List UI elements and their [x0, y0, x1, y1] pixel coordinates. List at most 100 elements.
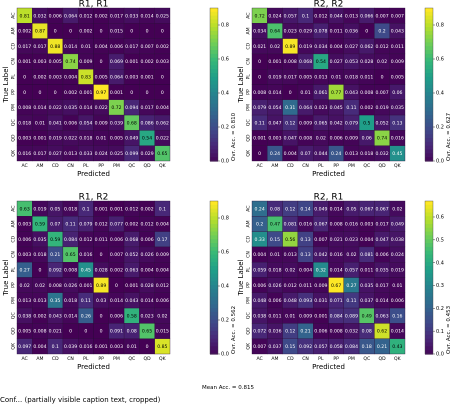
y-tick-label: QD — [246, 327, 252, 335]
cell-value: 0 — [365, 29, 368, 35]
colorbar-segment — [425, 69, 433, 74]
cell-value: 0.89 — [285, 44, 295, 50]
cell-value: 0.02 — [392, 206, 402, 212]
cell-value: 0.01 — [96, 136, 106, 142]
colorbar-segment — [210, 269, 218, 275]
cell-value: 0.06 — [362, 136, 372, 142]
colorbar-segment — [425, 227, 433, 233]
cell-value: 0.011 — [360, 74, 373, 80]
cell-value: 0 — [258, 151, 261, 157]
x-tick-label: CD — [287, 163, 294, 169]
colorbar-segment — [210, 250, 218, 256]
cell-value: 0.017 — [140, 105, 153, 111]
y-tick-label: QC — [246, 312, 252, 319]
cell-value: 0.11 — [346, 298, 356, 304]
colorbar-segment — [210, 141, 218, 147]
cell-value: 0.014 — [110, 298, 123, 304]
colorbar-segment — [210, 130, 218, 135]
y-tick-label: PL — [246, 267, 252, 273]
cell-value: 0.092 — [49, 267, 62, 273]
cell-value: 0.047 — [375, 237, 388, 243]
cell-value: 0.033 — [125, 13, 138, 19]
heatmap-panel: R1, R10.81 0.032 0.006 0.064 0.012 0.002 0.017… — [2, 0, 237, 178]
cell-value: 0.011 — [360, 267, 373, 273]
heatmap-panel: R1, R20.63 0.019 0.05 0.018 0.1 0.001 0.001 0.0… — [2, 193, 237, 372]
cell-value: 0.067 — [314, 222, 327, 228]
cell-value: 0.1 — [302, 13, 309, 19]
cell-value: 0.02 — [285, 267, 295, 273]
cell-value: 0.001 — [110, 206, 123, 212]
cell-value: 0.001 — [33, 136, 46, 142]
colorbar-segment — [425, 258, 433, 263]
cell-value: 0.006 — [110, 313, 123, 319]
cell-value: 0.002 — [64, 90, 77, 96]
colorbar-tick-label: 0.6 — [221, 57, 229, 63]
cell-value: 0.081 — [360, 252, 373, 258]
cell-value: 0.045 — [330, 105, 343, 111]
cell-value: 0.013 — [345, 151, 358, 157]
y-tick-label: AC — [246, 13, 252, 19]
cell-value: 0.77 — [331, 90, 341, 96]
colorbar-segment — [210, 153, 218, 158]
cell-value: 0.11 — [65, 222, 75, 228]
cell-value: 0.008 — [64, 267, 77, 273]
cell-value: 0.001 — [79, 283, 92, 289]
cell-value: 0.061 — [314, 90, 327, 96]
cell-value: 0.62 — [377, 329, 387, 335]
colorbar-segment — [210, 338, 218, 344]
x-axis-label: Predicted — [312, 363, 345, 371]
colorbar-tick-label: 0.8 — [221, 23, 229, 29]
colorbar-segment — [425, 308, 433, 313]
cell-value: 0.009 — [299, 120, 312, 126]
cell-value: 0.02 — [35, 283, 45, 289]
cell-value: 0.057 — [345, 267, 358, 273]
x-tick-label: AC — [257, 356, 263, 362]
colorbar-segment — [210, 15, 218, 21]
x-tick-label: QK — [394, 356, 402, 362]
y-tick-label: AC — [246, 206, 252, 212]
cell-value: 0.016 — [345, 222, 358, 228]
x-tick-label: CD — [287, 356, 294, 362]
cell-value: 0.064 — [64, 13, 77, 19]
x-tick-label: AM — [271, 356, 278, 362]
colorbar-segment — [210, 65, 218, 70]
y-tick-label: AM — [11, 220, 17, 227]
colorbar-segment — [210, 84, 218, 89]
colorbar-segment — [425, 99, 433, 105]
colorbar-tick-label: 0.0 — [221, 352, 229, 358]
cell-value: 0 — [100, 29, 103, 35]
cell-value: 0.018 — [64, 298, 77, 304]
x-tick-label: CN — [67, 356, 74, 362]
colorbar-segment — [210, 149, 218, 154]
colorbar-segment — [210, 61, 218, 66]
cell-value: 0 — [258, 74, 261, 80]
cell-value: 0.004 — [360, 237, 373, 243]
y-tick-label: PM — [11, 297, 17, 304]
colorbar-segment — [425, 350, 433, 355]
cell-value: 0.002 — [18, 29, 31, 35]
x-axis-label: Predicted — [77, 363, 110, 371]
cell-value: 0.56 — [285, 237, 295, 243]
colorbar-segment — [210, 220, 218, 225]
y-tick-label: CN — [246, 251, 252, 258]
colorbar-segment — [210, 331, 218, 336]
cell-value: 0.014 — [391, 329, 404, 335]
cell-value: 0.029 — [140, 151, 153, 157]
cell-value: 0.014 — [79, 105, 92, 111]
y-tick-label: PL — [11, 267, 17, 273]
cell-value: 0.014 — [140, 13, 153, 19]
colorbar-segment — [425, 107, 433, 112]
cell-value: 0.81 — [20, 13, 30, 19]
colorbar-tick-label: 0.3 — [436, 283, 444, 289]
colorbar-segment — [425, 38, 433, 44]
colorbar-segment — [210, 216, 218, 221]
cell-value: 0.006 — [253, 283, 266, 289]
colorbar-segment — [425, 130, 433, 135]
colorbar-segment — [425, 73, 433, 78]
cell-value: 0.02 — [316, 136, 326, 142]
y-tick-label: QD — [246, 134, 252, 142]
colorbar-segment — [425, 27, 433, 32]
cell-value: 0 — [54, 29, 57, 35]
cell-value: 0.023 — [345, 237, 358, 243]
